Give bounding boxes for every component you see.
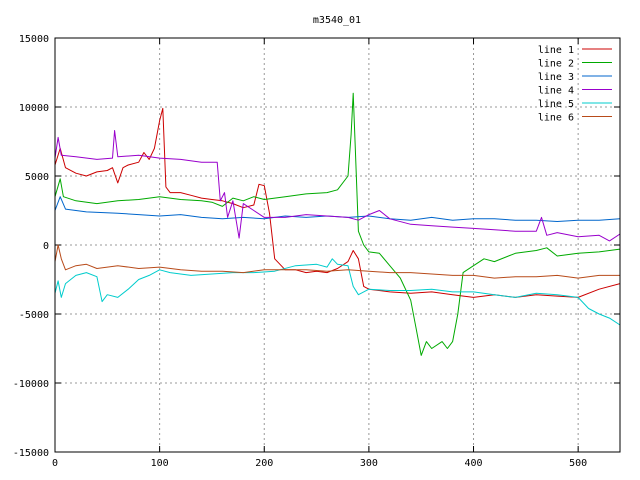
x-tick-label: 100 (151, 458, 169, 469)
series-lines (54, 92, 621, 356)
axis-ticks: 0 100 200 300 400 500 -15000 -10000 -5000 0 5000 10… (13, 34, 620, 469)
legend-label: line 3 (538, 72, 574, 83)
y-tick-label: -5000 (19, 310, 49, 321)
x-tick-label: 300 (360, 458, 378, 469)
y-tick-label: 10000 (19, 103, 49, 114)
legend-label: line 2 (538, 59, 574, 70)
series-line-2 (54, 92, 621, 356)
y-tick-label: 5000 (25, 172, 49, 183)
x-tick-label: 400 (464, 458, 482, 469)
legend-label: line 4 (538, 86, 574, 97)
y-tick-label: -15000 (13, 448, 49, 459)
series-line-6 (54, 244, 620, 279)
series-line-5 (54, 258, 621, 326)
series-line-3 (54, 196, 621, 222)
legend-label: line 1 (538, 45, 574, 56)
y-tick-label: 0 (43, 241, 49, 252)
x-tick-label: 500 (569, 458, 587, 469)
legend-label: line 5 (538, 99, 574, 110)
y-tick-label: -10000 (13, 379, 49, 390)
legend: line 1 line 2 line 3 line 4 line 5 line 6 (538, 45, 612, 124)
y-tick-label: 15000 (19, 34, 49, 45)
grid (55, 38, 620, 452)
series-line-4 (54, 130, 621, 242)
series-line-1 (54, 107, 621, 298)
x-tick-label: 0 (52, 458, 58, 469)
chart-title: m3540_01 (313, 15, 361, 26)
legend-label: line 6 (538, 113, 574, 124)
x-tick-label: 200 (255, 458, 273, 469)
plot-frame (54, 37, 621, 453)
